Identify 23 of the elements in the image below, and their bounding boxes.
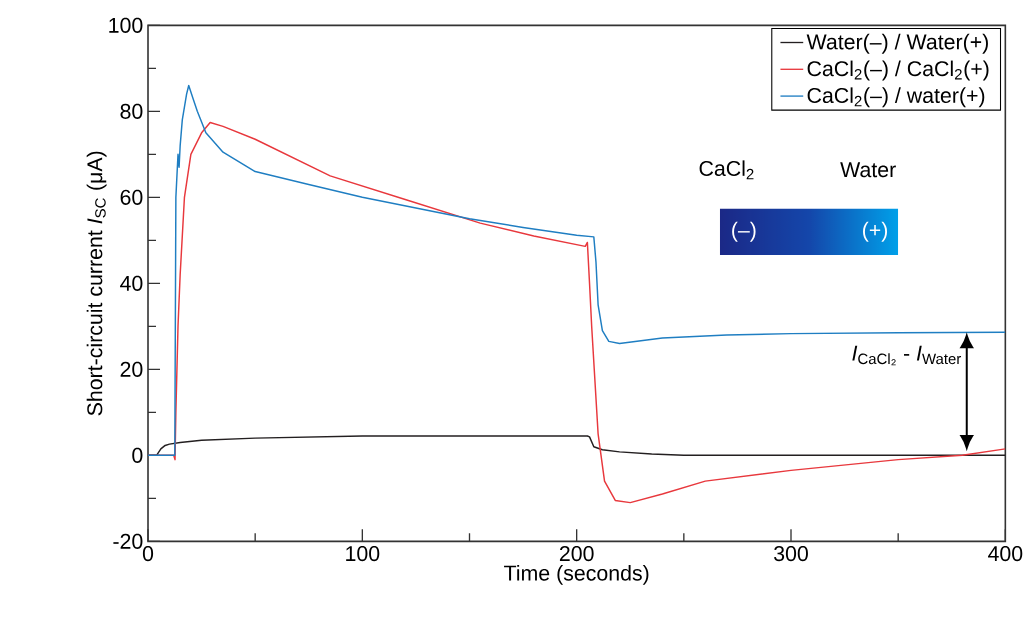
y-tick-label: 20 — [120, 361, 143, 378]
x-tick-label: 100 — [346, 546, 380, 562]
x-tick-label: 0 — [142, 546, 154, 562]
legend-label: CaCl$_{2}$(–) / water(+) — [807, 87, 985, 108]
annotation: CaCl$_{2}$ — [699, 160, 754, 180]
x-tick-label: 200 — [559, 546, 594, 562]
legend-label: Water(–) / Water(+) — [806, 33, 988, 54]
y-axis-title: Short-circuit current I$_{SC}$ (μA) — [86, 151, 107, 416]
annotation: I$_{CaCl₂}$ - I$_{Water}$ — [852, 346, 962, 366]
y-tick-label: 80 — [120, 103, 143, 120]
x-tick-label: 400 — [988, 546, 1023, 562]
y-tick-label: 40 — [120, 275, 143, 292]
y-tick-label: 60 — [120, 189, 143, 206]
legend-label: CaCl$_{2}$(–) / CaCl$_{2}$(+) — [807, 60, 989, 81]
y-tick-label: 100 — [109, 17, 143, 34]
annotation: (–) — [732, 221, 756, 242]
line-series — [148, 84, 1006, 457]
annotation: (+) — [863, 221, 888, 242]
x-tick-label: 300 — [774, 546, 808, 562]
y-tick-label: 0 — [132, 447, 143, 464]
x-axis-title: Time (seconds) — [504, 565, 649, 585]
annotation: Water — [840, 162, 896, 178]
y-tick-label: -20 — [113, 533, 143, 550]
